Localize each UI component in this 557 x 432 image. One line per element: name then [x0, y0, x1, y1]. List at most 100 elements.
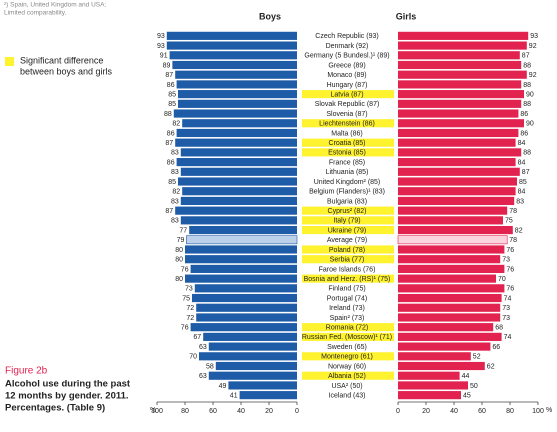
highlight	[302, 138, 394, 147]
value-label: 83	[171, 218, 179, 225]
category-label: Montenegro (61)	[321, 354, 373, 361]
bar	[398, 371, 460, 380]
value-label: 87	[522, 169, 530, 176]
highlight	[302, 352, 394, 361]
bar	[398, 99, 522, 108]
value-label: 83	[171, 198, 179, 205]
bar	[180, 196, 297, 206]
value-label: 91	[160, 53, 168, 60]
highlight	[302, 371, 394, 380]
category-label: Bulgaria (83)	[327, 198, 367, 205]
x-axis-label: %	[150, 407, 156, 414]
bar	[398, 313, 501, 322]
value-label: 87	[165, 140, 173, 147]
bar	[190, 323, 297, 332]
bar	[398, 352, 471, 361]
category-label: Liechtenstein (86)	[319, 121, 375, 128]
bar	[398, 245, 505, 254]
subtitle: Alcohol use during the past	[5, 379, 131, 390]
category-label: Portugal (74)	[327, 295, 367, 302]
category-label: Albania (52)	[328, 373, 366, 380]
value-label: 93	[157, 33, 165, 40]
bar	[398, 90, 524, 99]
bar	[398, 274, 496, 283]
bar	[180, 167, 297, 176]
category-label: Greece (89)	[328, 62, 365, 69]
highlight	[302, 226, 394, 235]
bar	[176, 80, 297, 89]
highlight	[302, 323, 394, 332]
highlight	[302, 245, 394, 254]
category-label: Bosnia and Herz. (RS)¹ (75)	[304, 276, 391, 283]
bar	[196, 313, 297, 322]
bar	[398, 284, 505, 293]
legend-swatch	[5, 57, 14, 66]
x-tick-label: 60	[209, 408, 217, 415]
bar	[398, 167, 520, 176]
value-label: 85	[168, 179, 176, 186]
highlight	[302, 119, 394, 128]
value-label: 87	[522, 53, 530, 60]
value-label: 62	[487, 363, 495, 370]
bar	[182, 187, 297, 196]
value-label: 75	[505, 218, 513, 225]
category-label: Denmark (92)	[326, 43, 369, 50]
bar	[398, 31, 529, 40]
highlight	[302, 255, 394, 264]
bar	[196, 303, 297, 312]
value-label: 72	[186, 315, 194, 322]
value-label: 76	[181, 266, 189, 273]
value-label: 88	[523, 82, 531, 89]
bar	[398, 138, 516, 147]
bar	[398, 196, 515, 206]
value-label: 76	[506, 266, 514, 273]
category-label: Latvia (87)	[330, 91, 363, 98]
bar	[398, 187, 516, 196]
category-label: Slovak Republic (87)	[315, 101, 380, 108]
value-label: 83	[516, 198, 524, 205]
x-tick-label: 80	[506, 408, 514, 415]
highlight	[302, 332, 394, 341]
subtitle: 12 months by gender. 2011.	[5, 391, 129, 402]
bar	[180, 148, 297, 157]
bar	[199, 352, 297, 361]
category-label: Finland (75)	[328, 286, 365, 293]
bar	[398, 361, 485, 371]
value-label: 44	[462, 373, 470, 380]
bar	[398, 332, 502, 341]
value-label: 67	[193, 334, 201, 341]
bar	[192, 293, 297, 303]
bar	[239, 391, 297, 400]
category-label: Hungary (87)	[327, 82, 368, 89]
bar	[175, 206, 297, 215]
value-label: 76	[506, 286, 514, 293]
bar	[398, 119, 524, 128]
bar	[398, 128, 519, 138]
bar	[398, 177, 517, 186]
category-label: Cyprus² (82)	[328, 208, 367, 215]
category-label: Iceland (43)	[329, 392, 366, 399]
bar	[194, 284, 297, 293]
value-label: 80	[175, 257, 183, 264]
bar	[398, 41, 527, 50]
value-label: 84	[518, 159, 526, 166]
value-label: 72	[186, 305, 194, 312]
value-label: 83	[171, 169, 179, 176]
value-label: 74	[504, 334, 512, 341]
value-label: 73	[185, 286, 193, 293]
bar	[203, 332, 297, 341]
category-label: Slovenia (87)	[326, 111, 367, 118]
category-label: United Kingdom² (85)	[314, 179, 381, 186]
value-label: 73	[502, 315, 510, 322]
category-label: Spain² (73)	[330, 315, 365, 322]
value-label: 93	[157, 43, 165, 50]
bar	[180, 216, 297, 225]
category-label: Ireland (73)	[329, 305, 365, 312]
bar	[189, 225, 297, 235]
category-label: Sweden (65)	[327, 344, 367, 351]
category-label: Serbia (77)	[330, 257, 365, 264]
category-label: Estonia (85)	[328, 150, 366, 157]
value-label: 70	[189, 354, 197, 361]
category-label: Monaco (89)	[327, 72, 366, 79]
